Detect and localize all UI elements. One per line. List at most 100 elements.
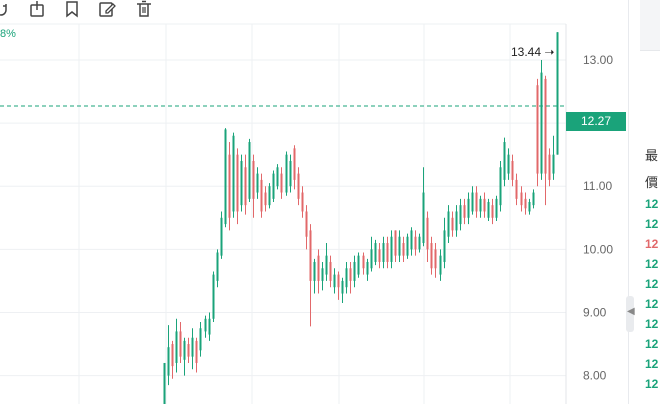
candle-body: [528, 202, 531, 212]
candle-body: [171, 344, 174, 367]
candles-group: [163, 32, 559, 404]
candle-body: [414, 236, 417, 250]
candle-body: [195, 340, 198, 363]
side-panel-row: 12: [645, 337, 659, 351]
candle: [289, 154, 292, 193]
magnet-icon[interactable]: [0, 0, 10, 18]
collapse-handle[interactable]: [626, 296, 634, 332]
candle: [293, 145, 296, 190]
candle-body: [479, 198, 482, 212]
candle: [248, 138, 251, 202]
candle: [528, 198, 531, 215]
candle-body: [216, 252, 219, 281]
candle: [382, 236, 385, 269]
candle: [402, 236, 405, 262]
candle: [532, 189, 535, 209]
candle: [329, 255, 332, 288]
candle-body: [244, 167, 247, 206]
candle-body: [382, 243, 385, 262]
candle: [434, 243, 437, 278]
candle: [280, 167, 283, 199]
candle: [479, 195, 482, 218]
candle: [301, 186, 304, 218]
candle: [536, 78, 539, 187]
candle-body: [503, 142, 506, 180]
candle: [175, 318, 178, 373]
candle-body: [366, 261, 369, 275]
candle-body: [321, 268, 324, 281]
candle-body: [179, 331, 182, 357]
candle: [491, 198, 494, 225]
candle-body: [524, 198, 527, 209]
side-panel: [629, 0, 660, 404]
candle: [447, 205, 450, 244]
candle: [337, 271, 340, 300]
candle-body: [552, 154, 555, 174]
candle: [471, 186, 474, 215]
candle-body: [224, 129, 227, 225]
candle-body: [515, 179, 518, 199]
candle: [463, 198, 466, 225]
side-panel-row: 12: [645, 237, 659, 251]
export-icon[interactable]: [28, 0, 46, 18]
candle-body: [370, 249, 373, 269]
candle: [191, 328, 194, 370]
candle: [297, 167, 300, 206]
candle: [256, 167, 259, 199]
side-panel-row: 12: [645, 217, 659, 231]
candle: [455, 205, 458, 237]
candle-body: [187, 344, 190, 357]
candle-body: [495, 198, 498, 218]
candle: [321, 261, 324, 291]
side-panel-row: 12: [645, 197, 659, 211]
candle: [430, 236, 433, 275]
candle: [556, 32, 559, 155]
chevron-left-icon[interactable]: ◀: [627, 306, 635, 317]
candle-body: [434, 249, 437, 269]
candle-body: [475, 192, 478, 212]
candle: [264, 186, 267, 212]
candle: [317, 249, 320, 294]
bookmark-icon[interactable]: [63, 0, 81, 18]
candle: [333, 268, 336, 294]
candle-body: [191, 337, 194, 357]
candle-body: [297, 173, 300, 199]
candle: [374, 239, 377, 266]
edit-icon[interactable]: [98, 0, 116, 18]
candle-body: [471, 192, 474, 212]
candle-body: [175, 331, 178, 363]
candle: [503, 137, 506, 187]
candle-body: [248, 142, 251, 199]
candle-body: [487, 202, 490, 218]
candle: [410, 227, 413, 256]
candle-body: [556, 32, 559, 155]
candle-body: [264, 192, 267, 206]
candle-body: [272, 173, 275, 199]
side-panel-row: 12: [645, 317, 659, 331]
candle: [439, 249, 442, 281]
candle-body: [467, 198, 470, 218]
y-tick-label: 10.00: [583, 242, 613, 256]
candle: [398, 230, 401, 262]
candle-body: [459, 205, 462, 225]
y-tick-label: 8.00: [583, 369, 607, 383]
candle: [362, 252, 365, 275]
candle: [183, 337, 186, 376]
trash-icon[interactable]: [135, 0, 153, 18]
candle-body: [439, 255, 442, 275]
candle-body: [232, 135, 235, 212]
change-percent-text: 8%: [0, 28, 16, 40]
y-tick-label: 11.00: [583, 179, 612, 193]
candle-body: [329, 261, 332, 281]
candle-body: [256, 173, 259, 193]
candle: [349, 261, 352, 294]
candle: [268, 183, 271, 209]
candle-body: [378, 249, 381, 262]
candle-body: [353, 261, 356, 281]
candle-body: [280, 173, 283, 193]
candle-body: [455, 211, 458, 231]
candle-body: [260, 179, 263, 212]
candle: [204, 315, 207, 338]
